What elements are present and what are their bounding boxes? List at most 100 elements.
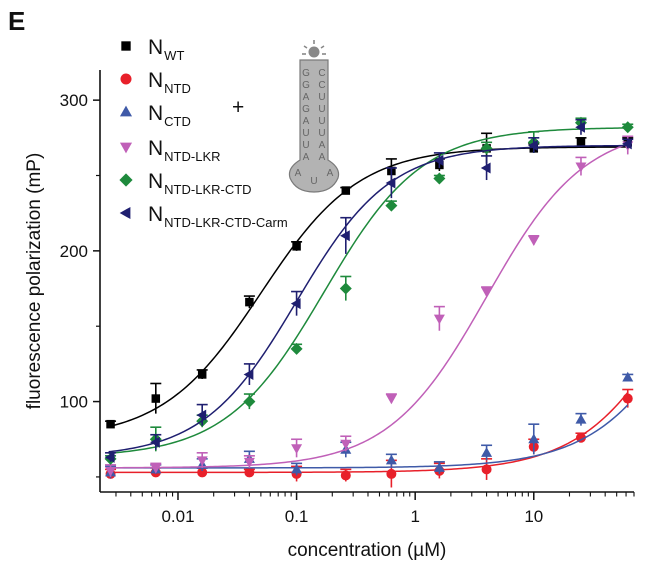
data-point bbox=[341, 186, 351, 195]
series-wt bbox=[105, 132, 634, 429]
x-tick-label: 10 bbox=[524, 507, 543, 526]
rna-base: A bbox=[303, 152, 310, 163]
legend-label: N bbox=[148, 137, 163, 160]
data-point bbox=[291, 463, 303, 474]
x-tick-label: 0.1 bbox=[285, 507, 309, 526]
series-ntd-lkr-ctd bbox=[104, 116, 634, 465]
rna-base: U bbox=[318, 92, 325, 103]
legend-label-subscript: NTD-LKR-CTD-Carm bbox=[164, 215, 288, 230]
data-point bbox=[385, 177, 396, 189]
data-point bbox=[575, 432, 586, 443]
legend-entry-ctd: N CTD bbox=[119, 102, 191, 129]
y-tick-label: 200 bbox=[60, 242, 88, 261]
legend-marker bbox=[119, 206, 131, 220]
rna-base: U bbox=[318, 116, 325, 127]
data-point bbox=[576, 138, 586, 147]
data-point bbox=[339, 282, 352, 295]
rna-base: U bbox=[302, 128, 309, 139]
legend-label: N bbox=[148, 102, 163, 125]
legend-entry-wt: N WT bbox=[121, 36, 184, 63]
data-point bbox=[621, 138, 632, 150]
series-ntd-lkr bbox=[105, 135, 634, 477]
data-point bbox=[105, 466, 117, 477]
legend-marker bbox=[119, 142, 133, 154]
data-point bbox=[433, 314, 445, 325]
data-point bbox=[196, 456, 208, 467]
data-point bbox=[340, 230, 350, 242]
y-axis-title: fluorescence polarization (mP) bbox=[24, 153, 45, 410]
legend-marker bbox=[119, 105, 133, 117]
data-point bbox=[433, 462, 445, 472]
data-point bbox=[481, 464, 492, 475]
fit-curve bbox=[108, 144, 628, 453]
fit-curve bbox=[108, 143, 629, 469]
rna-base: C bbox=[318, 68, 325, 79]
plus-sign: + bbox=[232, 96, 244, 119]
rna-loop-base: A bbox=[295, 168, 302, 179]
legend-label: N bbox=[148, 170, 163, 193]
legend-marker bbox=[120, 73, 132, 85]
rna-base: G bbox=[302, 68, 310, 79]
fit-curve bbox=[108, 127, 628, 455]
data-point bbox=[528, 139, 538, 151]
data-point bbox=[385, 394, 397, 405]
data-point bbox=[290, 298, 301, 310]
legend-label: N bbox=[148, 203, 163, 226]
legend-label: N bbox=[148, 69, 163, 92]
data-point bbox=[291, 444, 303, 455]
data-point bbox=[480, 162, 491, 174]
legend-marker bbox=[121, 41, 131, 51]
data-point bbox=[622, 371, 634, 382]
data-point bbox=[243, 457, 255, 468]
data-point bbox=[433, 172, 446, 185]
y-tick-label: 300 bbox=[60, 91, 88, 110]
data-point bbox=[481, 287, 493, 298]
data-point bbox=[528, 236, 540, 247]
data-point bbox=[196, 409, 207, 421]
data-point bbox=[197, 370, 207, 379]
rna-base: A bbox=[303, 92, 310, 103]
y-ticks: 100 200 300 bbox=[60, 91, 100, 478]
legend-entry-ntd-lkr-ctd: N NTD-LKR-CTD bbox=[119, 170, 252, 197]
legend-label: N bbox=[148, 36, 163, 59]
data-point bbox=[575, 121, 585, 133]
data-point bbox=[197, 467, 208, 478]
data-point bbox=[481, 447, 493, 457]
fluorophore-sun-icon bbox=[302, 40, 326, 58]
fit-curve bbox=[108, 146, 628, 428]
x-axis-title: concentration (µM) bbox=[288, 540, 447, 561]
legend-label-subscript: NTD-LKR-CTD bbox=[164, 182, 251, 197]
data-point bbox=[528, 433, 540, 444]
plot-area bbox=[104, 116, 634, 488]
legend-label-subscript: WT bbox=[164, 48, 184, 63]
rna-loop-base: A bbox=[327, 168, 334, 179]
x-ticks: 0.01 0.1 1 10 bbox=[115, 492, 635, 526]
data-point bbox=[340, 439, 352, 450]
rna-base: A bbox=[319, 152, 326, 163]
data-point bbox=[150, 463, 162, 474]
legend-label-subscript: NTD bbox=[164, 81, 191, 96]
data-point bbox=[575, 413, 587, 424]
data-point bbox=[245, 297, 254, 307]
data-point bbox=[386, 468, 397, 479]
rna-base: U bbox=[302, 140, 309, 151]
legend-entry-ntd: N NTD bbox=[120, 69, 191, 96]
data-point bbox=[150, 436, 160, 448]
panel-letter: E bbox=[8, 6, 25, 36]
data-point bbox=[243, 395, 256, 408]
x-tick-label: 1 bbox=[410, 507, 419, 526]
rna-base: G bbox=[302, 80, 310, 91]
data-point bbox=[151, 394, 161, 403]
rna-base: C bbox=[318, 80, 325, 91]
legend-entry-ntd-lkr-ctd-carm: N NTD-LKR-CTD-Carm bbox=[119, 203, 288, 230]
data-point bbox=[340, 470, 351, 481]
data-point bbox=[433, 154, 444, 166]
data-point bbox=[622, 393, 633, 404]
series-ntd-lkr-ctd-carm bbox=[104, 118, 634, 463]
data-point bbox=[385, 454, 397, 465]
rna-base: U bbox=[318, 128, 325, 139]
data-point bbox=[243, 368, 254, 380]
